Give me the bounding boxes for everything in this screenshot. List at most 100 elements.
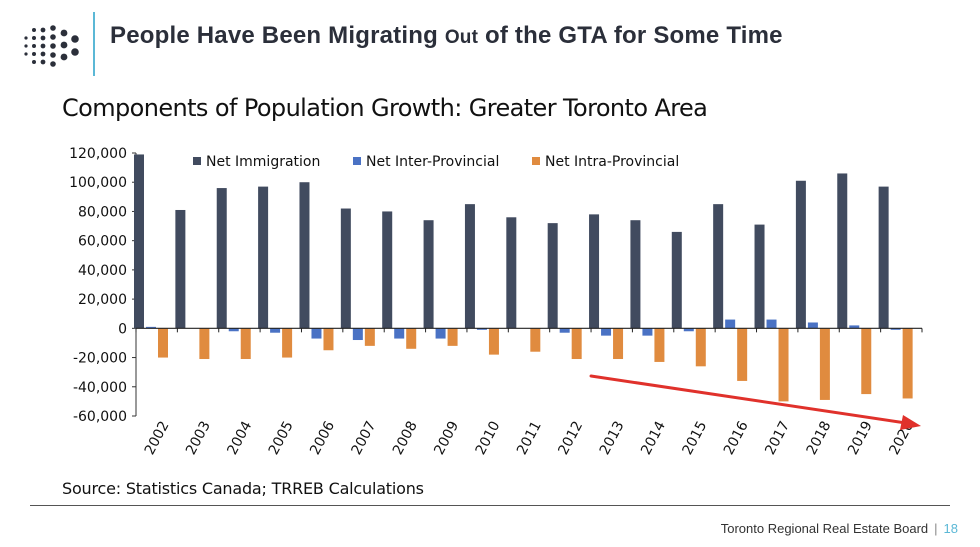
bar-net-immigration-2009 [423, 220, 434, 329]
bar-net-intra-provincial-2019 [861, 328, 872, 395]
population-growth-chart: 120,000 100,000 80,000 60,000 40,000 20,000 0 -… [69, 146, 923, 458]
bar-net-intra-provincial-2006 [323, 328, 334, 351]
y-tick-label: 120,000 [69, 146, 127, 162]
logo-dots-icon [24, 25, 79, 67]
footer: Toronto Regional Real Estate Board | 18 [721, 521, 958, 536]
bar-net-immigration-2016 [713, 204, 724, 329]
bar-net-inter-provincial-2019 [849, 325, 860, 329]
bar-net-inter-provincial-2018 [807, 322, 818, 329]
bar-net-inter-provincial-2017 [766, 319, 777, 329]
bar-net-inter-provincial-2002 [146, 326, 156, 329]
y-tick-label: -20,000 [73, 351, 127, 367]
bar-net-inter-provincial-2013 [601, 328, 612, 336]
x-tick-label-2016: 2016 [721, 419, 752, 458]
x-tick-label-2011: 2011 [514, 419, 545, 458]
y-tick-label: 100,000 [69, 175, 127, 191]
bar-net-intra-provincial-2012 [571, 328, 582, 360]
bar-net-immigration-2019 [837, 173, 848, 329]
bar-net-inter-provincial-2005 [270, 328, 281, 333]
footer-org: Toronto Regional Real Estate Board [720, 521, 929, 536]
title-part-2: Out [444, 27, 479, 48]
x-tick-label-2005: 2005 [266, 419, 297, 458]
y-tick-label: 40,000 [78, 263, 127, 279]
page-number: 18 [943, 521, 958, 536]
bar-net-intra-provincial-2020 [902, 328, 913, 399]
x-tick-label-2012: 2012 [555, 419, 586, 458]
bar-net-immigration-2014 [630, 220, 641, 329]
y-tick-label: -60,000 [73, 409, 127, 425]
bar-net-immigration-2005 [258, 186, 269, 329]
bar-net-intra-provincial-2004 [240, 328, 251, 360]
bar-net-intra-provincial-2014 [654, 328, 665, 362]
bar-net-inter-provincial-2004 [228, 328, 239, 332]
x-tick-label-2013: 2013 [597, 419, 628, 458]
y-tick-label: 80,000 [78, 204, 127, 220]
bar-net-immigration-2013 [589, 214, 600, 329]
x-tick-label-2018: 2018 [804, 419, 835, 458]
source-note: Source: Statistics Canada; TRREB Calcula… [62, 479, 424, 498]
bar-net-intra-provincial-2013 [613, 328, 624, 360]
bar-net-intra-provincial-2007 [364, 328, 375, 346]
x-tick-label-2017: 2017 [762, 419, 793, 458]
y-tick-label: 60,000 [78, 234, 127, 250]
title-part-3: of the GTA for Some Time [485, 22, 783, 49]
x-tick-label-2006: 2006 [307, 419, 338, 458]
bar-net-intra-provincial-2015 [695, 328, 706, 367]
x-tick-label-2002: 2002 [142, 419, 173, 458]
x-tick-label-2007: 2007 [349, 419, 380, 458]
chart-title: Components of Population Growth: Greater… [62, 94, 708, 122]
bar-net-inter-provincial-2012 [559, 328, 570, 333]
legend-label-net-intra-provincial: Net Intra-Provincial [545, 154, 679, 170]
x-tick-label-2019: 2019 [845, 419, 876, 458]
x-tick-label-2015: 2015 [680, 419, 711, 458]
y-tick-label: 20,000 [78, 292, 127, 308]
bar-net-immigration-2015 [671, 231, 682, 329]
y-tick-label: -40,000 [73, 380, 127, 396]
legend-swatch-net-intra-provincial [532, 157, 540, 165]
bar-net-intra-provincial-2010 [488, 328, 499, 355]
bar-net-intra-provincial-2008 [406, 328, 417, 349]
x-tick-label-2004: 2004 [224, 419, 255, 458]
legend-swatch-net-inter-provincial [353, 157, 361, 165]
bar-net-immigration-2010 [464, 204, 475, 329]
bar-net-intra-provincial-2016 [737, 328, 748, 381]
x-tick-label-2009: 2009 [431, 419, 462, 458]
x-tick-label-2010: 2010 [473, 419, 504, 458]
bar-net-intra-provincial-2017 [778, 328, 789, 402]
bar-net-inter-provincial-2020 [890, 328, 901, 330]
bar-net-inter-provincial-2009 [435, 328, 446, 339]
footer-separator: | [934, 521, 938, 536]
x-tick-label-2008: 2008 [390, 419, 421, 458]
page-title: People Have Been Migrating Out of the GT… [110, 22, 783, 50]
bar-net-immigration-2002 [134, 154, 144, 329]
x-tick-label-2014: 2014 [638, 419, 669, 458]
bar-net-intra-provincial-2003 [199, 328, 210, 360]
bar-net-intra-provincial-2009 [447, 328, 458, 346]
legend-swatch-net-immigration [193, 157, 201, 165]
bar-net-immigration-2018 [795, 180, 806, 329]
bar-net-intra-provincial-2018 [819, 328, 830, 400]
trend-arrow-head-icon [900, 415, 921, 430]
bar-net-inter-provincial-2010 [476, 328, 487, 330]
bar-net-immigration-2020 [878, 186, 889, 329]
bar-net-immigration-2003 [175, 209, 186, 329]
legend-label-net-immigration: Net Immigration [206, 154, 320, 170]
bar-net-inter-provincial-2008 [394, 328, 405, 339]
footer-rule [30, 505, 950, 506]
bar-net-immigration-2017 [754, 224, 765, 329]
y-tick-label: 0 [118, 321, 127, 337]
x-tick-label-2003: 2003 [183, 419, 214, 458]
bar-net-inter-provincial-2006 [311, 328, 322, 339]
header-divider [93, 12, 95, 76]
bar-net-inter-provincial-2014 [642, 328, 653, 336]
bar-net-immigration-2012 [547, 223, 558, 329]
trend-arrow-icon [589, 374, 908, 425]
bar-net-immigration-2004 [216, 188, 227, 329]
bar-net-intra-provincial-2002 [158, 328, 168, 358]
bar-net-immigration-2007 [340, 208, 351, 329]
bar-net-inter-provincial-2015 [683, 328, 694, 332]
bar-net-inter-provincial-2016 [725, 319, 736, 329]
bar-net-immigration-2006 [299, 182, 310, 329]
title-part-1: People Have Been Migrating [110, 22, 438, 49]
bar-net-immigration-2011 [506, 217, 517, 329]
